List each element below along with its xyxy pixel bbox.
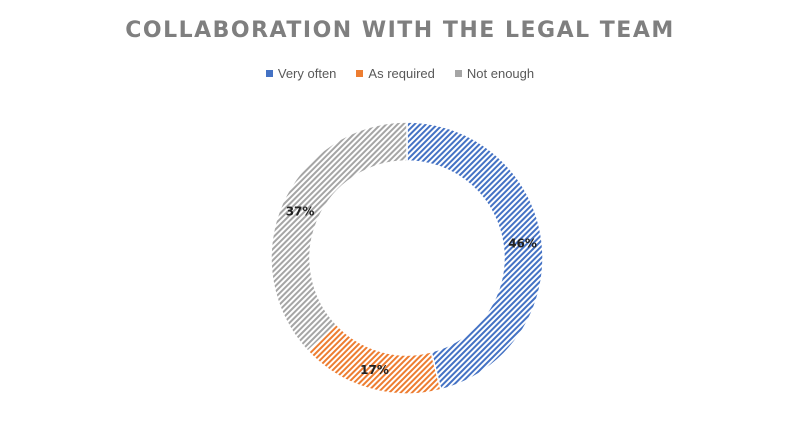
legend-swatch-not-enough xyxy=(454,70,462,77)
slice-label-not-enough: 37% xyxy=(286,205,315,219)
chart-title: COLLABORATION WITH THE LEGAL TEAM xyxy=(125,18,675,43)
legend-item-as-required: As required xyxy=(356,66,435,81)
legend-label-very-often: Very often xyxy=(277,66,337,81)
legend-item-not-enough: Not enough xyxy=(454,66,535,81)
slice-not-enough xyxy=(270,121,408,353)
legend: Very often As required Not enough xyxy=(0,66,800,81)
legend-swatch-as-required xyxy=(356,70,364,77)
donut-slices xyxy=(270,121,544,395)
slice-label-very-often: 46% xyxy=(508,236,537,250)
legend-label-not-enough: Not enough xyxy=(466,66,535,81)
legend-item-very-often: Very often xyxy=(265,66,337,81)
legend-swatch-very-often xyxy=(265,70,273,77)
slice-label-as-required: 17% xyxy=(360,363,389,377)
donut-labels: 46% 17% 37% xyxy=(286,205,537,377)
legend-label-as-required: As required xyxy=(368,66,435,81)
slice-very-often xyxy=(406,121,544,391)
slice-as-required xyxy=(306,323,442,395)
